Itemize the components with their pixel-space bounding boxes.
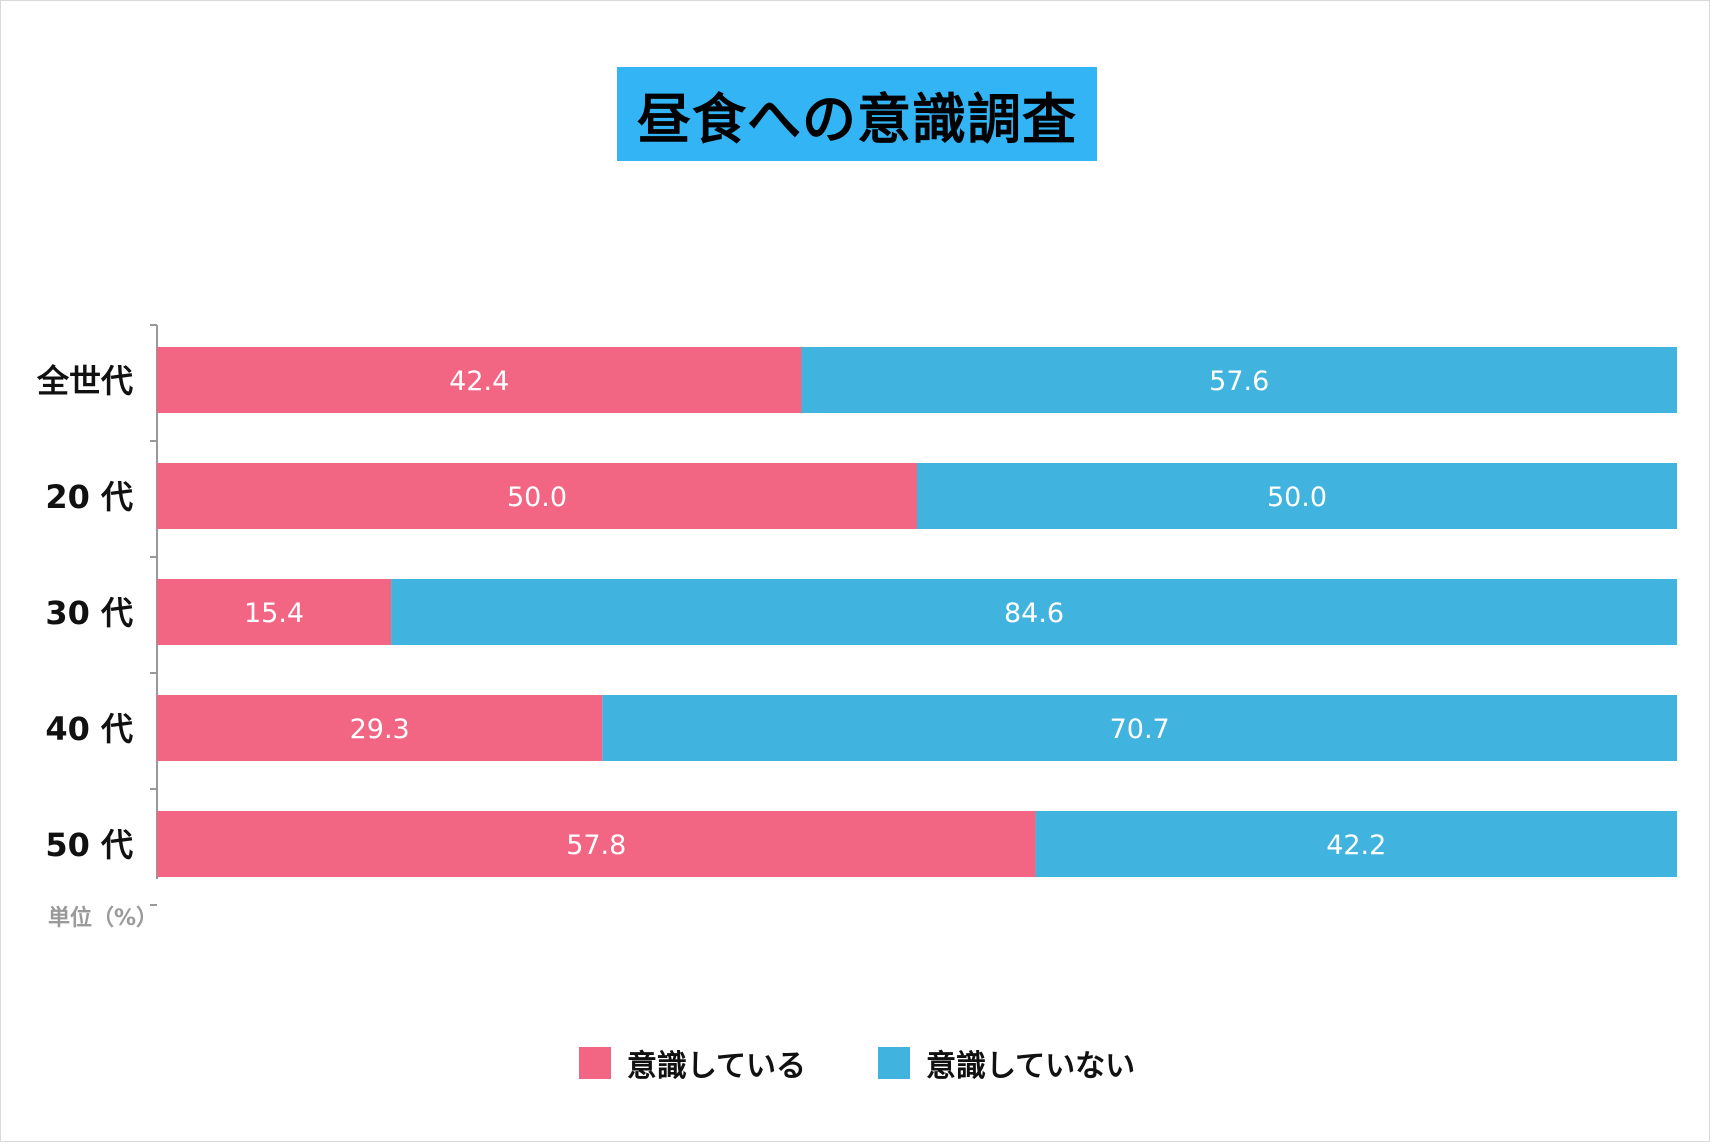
- bar-segment-aware: [157, 463, 917, 529]
- bar-segment-unaware: [391, 579, 1678, 645]
- bar-segment-aware: [157, 579, 392, 645]
- category-label: 40 代: [45, 710, 133, 748]
- category-label: 50 代: [45, 826, 133, 864]
- chart-title-box: 昼食への意識調査: [617, 67, 1097, 161]
- data-label: 57.6: [1209, 366, 1269, 397]
- legend-label: 意識していない: [926, 1049, 1136, 1084]
- data-label: 70.7: [1110, 714, 1170, 745]
- data-label: 15.4: [244, 598, 304, 629]
- legend-label: 意識している: [626, 1049, 806, 1084]
- bar-segment-aware: [157, 347, 802, 413]
- legend-item-series-0: 意識している: [578, 1041, 806, 1085]
- data-label: 84.6: [1004, 598, 1064, 629]
- legend-swatch: [578, 1047, 611, 1079]
- category-label: 20 代: [45, 478, 133, 516]
- bar-segment-unaware: [1035, 811, 1677, 877]
- chart-title: 昼食への意識調査: [637, 87, 1077, 151]
- legend-swatch: [878, 1047, 910, 1079]
- data-label: 29.3: [350, 714, 410, 745]
- data-label: 42.4: [449, 366, 509, 397]
- data-label: 42.2: [1326, 830, 1386, 861]
- chart-legend: 意識している 意識していない: [1, 1041, 1712, 1085]
- bar-segment-unaware: [917, 463, 1677, 529]
- data-label: 50.0: [1267, 482, 1327, 513]
- category-label: 30 代: [45, 594, 133, 632]
- legend-item-series-1: 意識していない: [878, 1041, 1135, 1085]
- unit-label: 単位（%）: [48, 905, 158, 931]
- bar-segment-aware: [157, 695, 603, 761]
- category-label: 全世代: [36, 362, 133, 400]
- data-label: 50.0: [507, 482, 567, 513]
- bar-segment-aware: [157, 811, 1036, 877]
- bar-segment-unaware: [602, 695, 1677, 761]
- bar-segment-unaware: [801, 347, 1677, 413]
- data-label: 57.8: [566, 830, 626, 861]
